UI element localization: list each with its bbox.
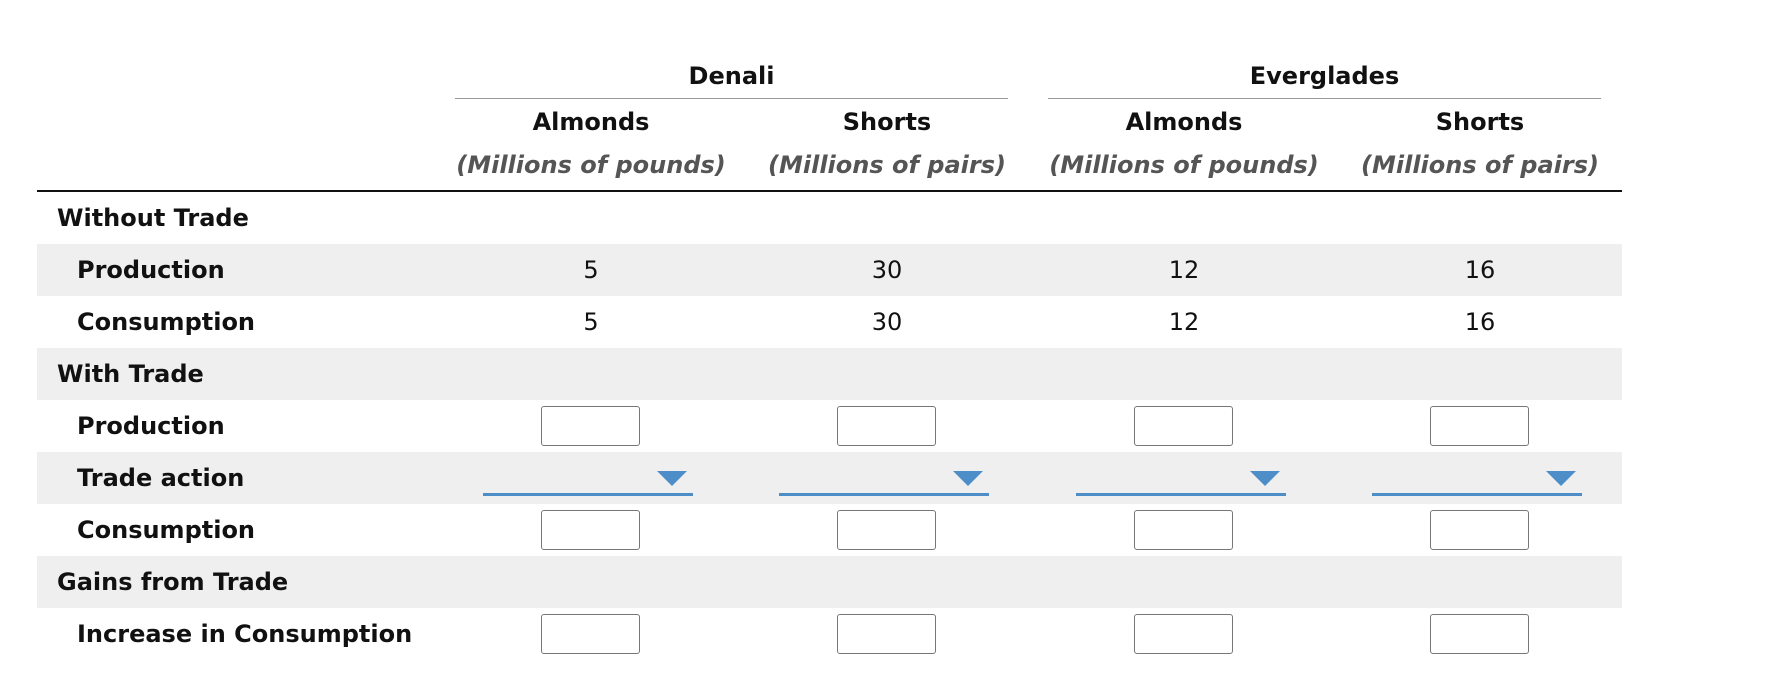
chevron-down-icon — [953, 471, 983, 486]
increase-denali-shorts-input[interactable] — [837, 614, 936, 654]
select-underline — [1076, 493, 1286, 496]
column-unit-everglades-almonds: (Millions of pounds) — [1049, 151, 1319, 179]
select-underline — [483, 493, 693, 496]
select-underline — [779, 493, 989, 496]
cell-denali-almonds: 5 — [583, 308, 599, 336]
row-label-trade-action: Trade action — [77, 464, 245, 492]
production-denali-shorts-input[interactable] — [837, 406, 936, 446]
country-header-denali: Denali — [688, 62, 775, 90]
header-divider — [37, 190, 1622, 192]
section-row-without-trade: Without Trade — [37, 192, 1622, 244]
table-row-increase-in-consumption: Increase in Consumption — [37, 608, 1622, 660]
section-label-with-trade: With Trade — [57, 360, 204, 388]
table-row-consumption: Consumption 5 30 12 16 — [37, 296, 1622, 348]
trade-action-denali-almonds-select[interactable] — [483, 452, 693, 504]
row-label-with-trade-production: Production — [77, 412, 225, 440]
consumption-denali-almonds-input[interactable] — [541, 510, 640, 550]
cell-everglades-almonds: 12 — [1168, 256, 1200, 284]
increase-denali-almonds-input[interactable] — [541, 614, 640, 654]
table-row-production: Production 5 30 12 16 — [37, 244, 1622, 296]
column-header-denali-almonds: Almonds — [532, 108, 650, 136]
increase-everglades-almonds-input[interactable] — [1134, 614, 1233, 654]
section-label-gains-from-trade: Gains from Trade — [57, 568, 289, 596]
production-everglades-shorts-input[interactable] — [1430, 406, 1529, 446]
cell-everglades-shorts: 16 — [1464, 308, 1496, 336]
table-row-with-trade-production: Production — [37, 400, 1622, 452]
country-underline-denali — [455, 98, 1008, 99]
row-label-with-trade-consumption: Consumption — [77, 516, 256, 544]
table-row-with-trade-consumption: Consumption — [37, 504, 1622, 556]
country-underline-everglades — [1048, 98, 1601, 99]
country-header-everglades: Everglades — [1249, 62, 1400, 90]
cell-everglades-shorts: 16 — [1464, 256, 1496, 284]
section-row-gains-from-trade: Gains from Trade — [37, 556, 1622, 608]
cell-denali-shorts: 30 — [871, 256, 903, 284]
cell-everglades-almonds: 12 — [1168, 308, 1200, 336]
trade-action-denali-shorts-select[interactable] — [779, 452, 989, 504]
row-label-consumption: Consumption — [77, 308, 256, 336]
select-underline — [1372, 493, 1582, 496]
consumption-denali-shorts-input[interactable] — [837, 510, 936, 550]
column-header-everglades-almonds: Almonds — [1125, 108, 1243, 136]
chevron-down-icon — [657, 471, 687, 486]
consumption-everglades-shorts-input[interactable] — [1430, 510, 1529, 550]
row-label-increase-in-consumption: Increase in Consumption — [77, 620, 413, 648]
cell-denali-shorts: 30 — [871, 308, 903, 336]
chevron-down-icon — [1250, 471, 1280, 486]
section-label-without-trade: Without Trade — [57, 204, 249, 232]
section-row-with-trade: With Trade — [37, 348, 1622, 400]
column-header-denali-shorts: Shorts — [842, 108, 932, 136]
column-unit-denali-shorts: (Millions of pairs) — [768, 151, 1006, 179]
trade-action-everglades-shorts-select[interactable] — [1372, 452, 1582, 504]
consumption-everglades-almonds-input[interactable] — [1134, 510, 1233, 550]
column-unit-everglades-shorts: (Millions of pairs) — [1361, 151, 1599, 179]
production-everglades-almonds-input[interactable] — [1134, 406, 1233, 446]
cell-denali-almonds: 5 — [583, 256, 599, 284]
production-denali-almonds-input[interactable] — [541, 406, 640, 446]
trade-action-everglades-almonds-select[interactable] — [1076, 452, 1286, 504]
row-label-production: Production — [77, 256, 225, 284]
table-row-trade-action: Trade action — [37, 452, 1622, 504]
chevron-down-icon — [1546, 471, 1576, 486]
increase-everglades-shorts-input[interactable] — [1430, 614, 1529, 654]
column-unit-denali-almonds: (Millions of pounds) — [456, 151, 726, 179]
column-header-everglades-shorts: Shorts — [1435, 108, 1525, 136]
